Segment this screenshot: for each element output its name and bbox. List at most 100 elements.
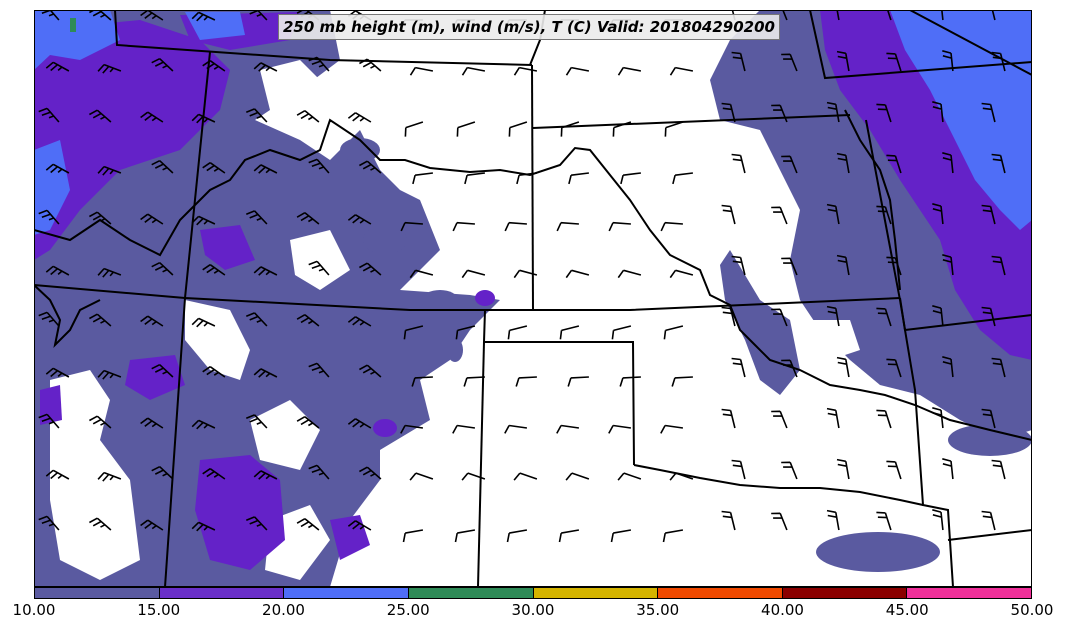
- wind-barb: [191, 521, 216, 532]
- wind-barb: [771, 104, 788, 123]
- river-missouri: [34, 118, 1032, 441]
- wind-barb: [617, 269, 642, 279]
- clear-pocket-west-1: [50, 370, 140, 580]
- wind-barb: [253, 470, 278, 480]
- wind-barb: [836, 50, 850, 72]
- border-1: [114, 10, 533, 66]
- wind-barb: [140, 417, 164, 429]
- wind-barb: [45, 265, 70, 276]
- wind-barb: [253, 62, 278, 72]
- wind-barb: [191, 317, 216, 328]
- wind-barb: [567, 376, 589, 387]
- wind-barb: [38, 10, 60, 21]
- river-west: [34, 284, 101, 349]
- wind-barb: [409, 472, 434, 481]
- clear-pocket-east: [800, 320, 860, 360]
- wind-barb: [191, 419, 216, 430]
- wind-barb: [97, 165, 122, 176]
- wind-barb: [942, 458, 954, 480]
- wind-barb: [941, 10, 944, 21]
- wind-barb: [611, 325, 632, 340]
- colorbar-tick-label: 20.00: [262, 601, 305, 619]
- wind-barb: [513, 66, 538, 76]
- map-panel: [34, 10, 1032, 587]
- wind-barb: [942, 152, 954, 174]
- wind-barb: [151, 261, 174, 276]
- speed-region-west-core-1: [34, 10, 120, 70]
- wind-barb: [296, 518, 320, 531]
- wind-barb: [38, 515, 60, 531]
- wind-barb: [515, 376, 537, 387]
- wind-barb: [942, 254, 954, 276]
- wind-barb: [97, 471, 122, 482]
- wind-barb: [347, 112, 372, 123]
- wind-barb: [826, 407, 840, 429]
- map-title: 250 mb height (m), wind (m/s), T (C) Val…: [278, 14, 780, 40]
- wind-barb: [45, 469, 70, 480]
- wind-barb: [991, 255, 1006, 276]
- wind-barb: [455, 325, 476, 340]
- wind-barb: [140, 213, 164, 225]
- wind-barb: [89, 109, 112, 123]
- wind-barb: [617, 472, 642, 481]
- border-11: [865, 119, 954, 587]
- border-3: [532, 114, 851, 129]
- speed-region-west-strong-1: [34, 20, 230, 260]
- border-5: [909, 10, 1032, 76]
- wind-barb: [89, 517, 112, 531]
- wind-barb: [452, 221, 475, 232]
- wind-barb: [38, 413, 60, 429]
- wind-barb: [409, 269, 434, 279]
- wind-barb: [942, 356, 954, 378]
- colorbar-tick-label: 15.00: [137, 601, 181, 619]
- wind-barb: [253, 266, 278, 276]
- wind-barb: [981, 408, 996, 429]
- wind-barb: [151, 159, 174, 174]
- wind-barb: [253, 368, 278, 378]
- wind-barb: [608, 424, 632, 434]
- colorbar-segment: [658, 588, 783, 598]
- speed-blob-1: [363, 226, 407, 254]
- wind-barb: [781, 155, 798, 174]
- colorbar-segment: [782, 588, 908, 598]
- wind-barb: [731, 357, 746, 378]
- wind-barb: [771, 206, 788, 225]
- wind-barb: [612, 121, 632, 137]
- speed-region-west-dot: [70, 18, 76, 32]
- wind-barb: [886, 52, 902, 72]
- wind-barb: [296, 212, 320, 225]
- wind-barb: [565, 66, 590, 76]
- wind-barb: [836, 10, 840, 21]
- wind-barb: [721, 102, 736, 123]
- wind-barb: [826, 509, 840, 531]
- speed-region-west-strong-3: [125, 355, 185, 400]
- wind-barb: [308, 464, 330, 480]
- wind-barb: [876, 205, 892, 225]
- colorbar-tick-label: 50.00: [1010, 601, 1054, 619]
- wind-barb: [669, 472, 694, 481]
- speed-region-east-arm: [720, 250, 800, 395]
- wind-barb: [454, 529, 476, 543]
- wind-barb: [151, 465, 174, 480]
- wind-barb: [886, 256, 902, 276]
- wind-barb: [513, 269, 538, 279]
- wind-barb: [245, 312, 268, 327]
- wind-barb: [412, 172, 433, 185]
- wind-barb: [296, 110, 320, 123]
- clear-pocket-west-5: [260, 60, 330, 120]
- wind-barb: [660, 221, 683, 232]
- wind-barb: [836, 458, 850, 480]
- wind-barb: [400, 221, 423, 232]
- wind-barb: [876, 103, 892, 123]
- colorbar-tick-label: 35.00: [636, 601, 680, 619]
- wind-barb: [508, 121, 528, 137]
- wind-barb: [404, 121, 424, 137]
- border-13: [633, 464, 924, 506]
- colorbar-segment: [408, 588, 534, 598]
- wind-barb: [89, 313, 112, 327]
- wind-barb: [721, 204, 736, 225]
- wind-barb: [662, 529, 684, 543]
- wind-barb: [359, 58, 382, 72]
- wind-barb: [456, 121, 476, 137]
- speed-region-west-strong-6: [330, 515, 370, 560]
